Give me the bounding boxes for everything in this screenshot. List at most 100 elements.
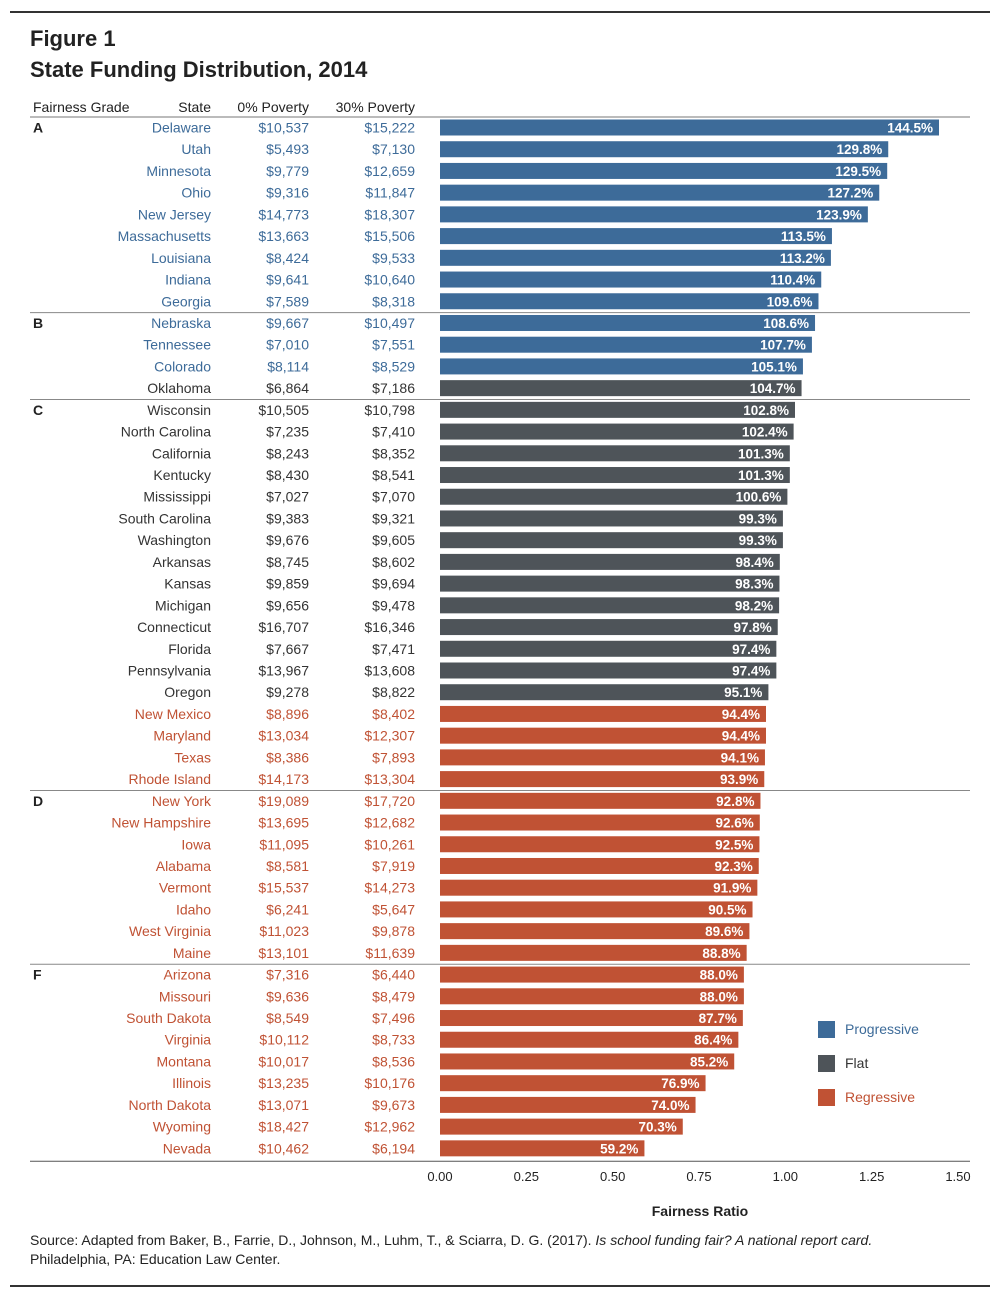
funding-30-poverty: $7,893 [372,749,415,765]
bar-value-label: 92.3% [714,859,752,874]
figure-label: Figure 1 [30,26,116,51]
legend-swatch-flat [818,1055,835,1072]
bar [440,184,880,201]
state-name: New York [152,793,212,809]
state-name: Illinois [172,1075,211,1091]
x-tick-label: 0.50 [600,1169,625,1184]
funding-0-poverty: $8,896 [266,706,309,722]
bar [440,293,819,310]
funding-0-poverty: $8,424 [266,250,309,266]
state-name: Maine [173,945,211,961]
funding-0-poverty: $14,773 [258,206,309,222]
state-name: Kansas [164,576,211,592]
bar-value-label: 90.5% [708,902,746,917]
bar-value-label: 93.9% [720,772,758,787]
funding-0-poverty: $9,656 [266,597,309,613]
state-name: North Carolina [121,424,211,440]
funding-30-poverty: $9,605 [372,532,415,548]
bar-value-label: 70.3% [638,1120,676,1135]
funding-0-poverty: $9,667 [266,315,309,331]
funding-0-poverty: $7,667 [266,641,309,657]
funding-30-poverty: $9,478 [372,597,415,613]
x-axis-label: Fairness Ratio [652,1203,748,1219]
source-suffix: Philadelphia, PA: Education Law Center. [30,1251,281,1267]
funding-30-poverty: $5,647 [372,901,415,917]
bar-value-label: 92.8% [716,794,754,809]
state-name: Louisiana [151,250,211,266]
state-name: Vermont [159,880,211,896]
bar-value-label: 101.3% [738,446,784,461]
bar [440,314,816,331]
state-name: Florida [168,641,211,657]
funding-0-poverty: $10,537 [258,120,309,136]
bar-value-label: 98.3% [735,577,773,592]
funding-0-poverty: $5,493 [266,141,309,157]
funding-30-poverty: $6,194 [372,1140,415,1156]
funding-30-poverty: $7,496 [372,1010,415,1026]
funding-30-poverty: $10,176 [364,1075,415,1091]
funding-30-poverty: $7,070 [372,489,415,505]
bar [440,141,889,158]
fairness-chart: Fairness Grade State 0% Poverty 30% Poverty… [30,99,971,1219]
bar [440,249,831,266]
funding-30-poverty: $10,640 [364,272,415,288]
funding-0-poverty: $13,071 [258,1097,309,1113]
funding-0-poverty: $9,636 [266,988,309,1004]
bar [440,619,778,636]
state-name: Montana [157,1053,212,1069]
funding-0-poverty: $13,695 [258,815,309,831]
bar [440,662,777,679]
bar [440,575,780,592]
funding-0-poverty: $9,676 [266,532,309,548]
funding-30-poverty: $7,186 [372,380,415,396]
bar [440,944,747,961]
funding-30-poverty: $8,536 [372,1053,415,1069]
funding-0-poverty: $9,641 [266,272,309,288]
bar [440,206,868,223]
funding-30-poverty: $12,962 [364,1119,415,1135]
header-fairness-grade: Fairness Grade [33,99,130,115]
state-name: Mississippi [143,489,211,505]
legend-swatch-progressive [818,1021,835,1038]
bar [440,1010,743,1027]
bar-value-label: 91.9% [713,881,751,896]
funding-0-poverty: $8,745 [266,554,309,570]
x-tick-label: 1.00 [773,1169,798,1184]
funding-0-poverty: $7,010 [266,337,309,353]
state-name: Georgia [161,293,211,309]
bar [440,532,783,549]
funding-0-poverty: $18,427 [258,1119,309,1135]
bar-value-label: 76.9% [661,1076,699,1091]
bar [440,836,760,853]
bar-value-label: 92.5% [715,837,753,852]
funding-0-poverty: $10,017 [258,1053,309,1069]
funding-0-poverty: $8,386 [266,749,309,765]
bar-value-label: 94.4% [722,729,760,744]
funding-0-poverty: $7,589 [266,293,309,309]
bar-value-label: 107.7% [760,338,806,353]
bar [440,749,765,766]
funding-30-poverty: $8,479 [372,988,415,1004]
funding-30-poverty: $13,608 [364,663,415,679]
state-name: New Jersey [138,206,211,222]
bar-value-label: 113.5% [781,229,826,244]
funding-30-poverty: $10,497 [364,315,415,331]
funding-0-poverty: $8,581 [266,858,309,874]
funding-30-poverty: $12,659 [364,163,415,179]
bar [440,988,744,1005]
bar [440,1140,645,1157]
funding-0-poverty: $11,023 [259,923,309,939]
state-name: Utah [181,141,211,157]
bar-value-label: 94.4% [722,707,760,722]
funding-0-poverty: $15,537 [258,880,309,896]
bar [440,792,761,809]
bar-value-label: 113.2% [780,251,825,266]
bar-value-label: 59.2% [600,1141,638,1156]
bar [440,358,803,375]
funding-30-poverty: $8,402 [372,706,415,722]
bar-value-label: 123.9% [816,207,862,222]
bar-value-label: 105.1% [751,359,797,374]
state-name: Connecticut [137,619,211,635]
bar [440,727,766,744]
state-name: Kentucky [153,467,211,483]
